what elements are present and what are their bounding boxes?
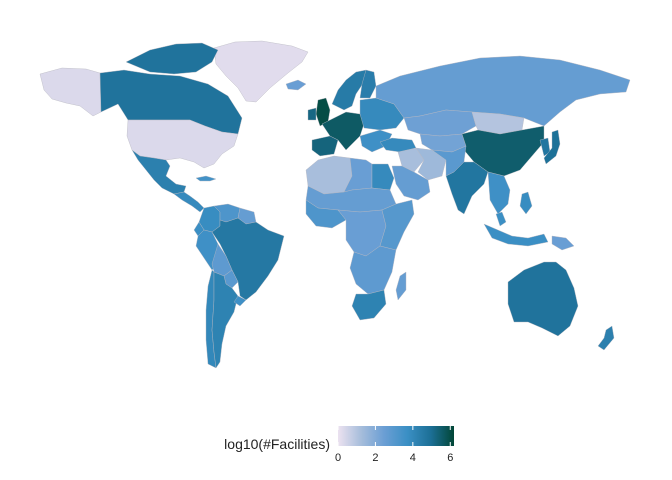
- country-madagascar: [395, 271, 407, 301]
- country-papua-new-guinea: [551, 235, 575, 251]
- country-canadian-arctic-islands: [125, 42, 219, 75]
- country-malaysia: [495, 211, 507, 227]
- legend-tick-label: 0: [335, 452, 341, 464]
- country-finland: [359, 69, 377, 99]
- country-arabian-peninsula: [391, 165, 431, 201]
- country-south-africa: [351, 289, 387, 321]
- country-new-zealand: [597, 325, 615, 351]
- country-argentina: [211, 271, 239, 369]
- legend-title: log10(#Facilities): [224, 436, 330, 452]
- country-japan: [543, 129, 561, 165]
- country-iraq-and-syria: [397, 147, 425, 173]
- country-iceland: [285, 79, 307, 91]
- legend-tick-label: 2: [372, 452, 378, 464]
- country-brazil: [211, 217, 285, 301]
- legend-tick-label: 6: [447, 452, 453, 464]
- country-kazakhstan: [403, 109, 477, 137]
- country-australia: [507, 261, 579, 337]
- country-india: [445, 161, 489, 215]
- country-greenland: [213, 40, 309, 103]
- country-ireland: [307, 107, 317, 121]
- country-uruguay: [233, 295, 247, 307]
- legend-tick-label: 4: [410, 452, 416, 464]
- country-southeast-asia: [487, 171, 511, 215]
- country-alaska: [39, 67, 102, 117]
- country-cuba: [195, 175, 217, 182]
- country-layer: [39, 40, 631, 369]
- country-egypt: [371, 163, 395, 191]
- country-southern-africa: [349, 245, 397, 295]
- country-china: [461, 125, 545, 177]
- legend-colorbar: [338, 426, 454, 446]
- country-west-africa: [305, 199, 347, 229]
- country-east-africa: [379, 199, 415, 251]
- legend-ticks: 0 2 4 6: [335, 426, 453, 464]
- country-mexico: [131, 149, 187, 195]
- country-philippines: [519, 191, 533, 215]
- country-indonesia: [483, 223, 549, 247]
